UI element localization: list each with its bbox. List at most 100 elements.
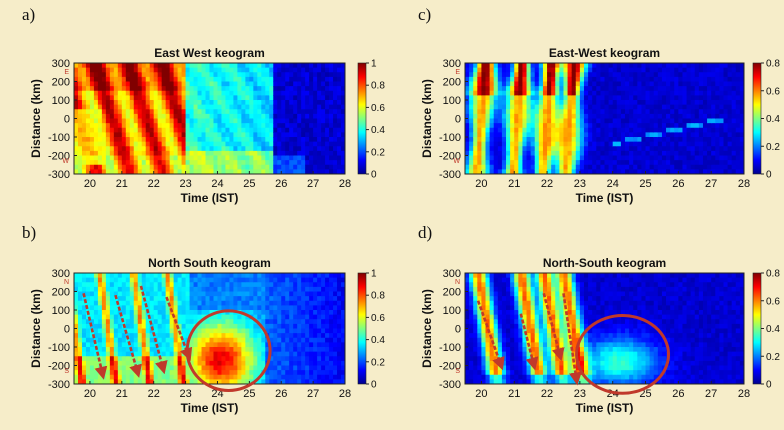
- heatmap-cell: [731, 141, 737, 147]
- heatmap-cell: [149, 356, 155, 362]
- heatmap-cell: [309, 351, 314, 357]
- heatmap-cell: [105, 164, 111, 170]
- heatmap-cell: [85, 360, 91, 367]
- heatmap-cell: [149, 314, 155, 320]
- heatmap-cell: [185, 374, 191, 380]
- heatmap-cell: [261, 141, 266, 147]
- heatmap-cell: [125, 104, 131, 110]
- heatmap-cell: [329, 342, 334, 348]
- heatmap-cell: [133, 169, 139, 174]
- heatmap-cell: [217, 155, 223, 161]
- heatmap-cell: [97, 323, 103, 330]
- heatmap-cell: [225, 342, 231, 348]
- heatmap-cell: [89, 123, 95, 129]
- heatmap-cell: [221, 337, 227, 343]
- heatmap-cell: [281, 351, 286, 357]
- heatmap-cell: [277, 319, 282, 325]
- heatmap-cell: [313, 150, 318, 157]
- heatmap-cell: [125, 100, 131, 106]
- heatmap-cell: [694, 113, 700, 120]
- heatmap-cell: [217, 337, 223, 343]
- heatmap-cell: [233, 146, 238, 152]
- heatmap-cell: [74, 123, 79, 129]
- heatmap-cell: [596, 81, 601, 87]
- heatmap-cell: [89, 342, 95, 348]
- heatmap-cell: [698, 113, 704, 120]
- heatmap-cell: [117, 86, 123, 92]
- heatmap-cell: [547, 76, 552, 83]
- heatmap-cell: [309, 328, 314, 334]
- heatmap-cell: [197, 118, 203, 124]
- annotation-circle: [185, 309, 272, 392]
- heatmap-cell: [209, 291, 215, 297]
- heatmap-cell: [85, 333, 91, 339]
- heatmap-cell: [249, 291, 254, 297]
- heatmap-cell: [85, 328, 91, 334]
- heatmap-cell: [337, 374, 342, 380]
- heatmap-cell: [109, 286, 115, 293]
- heatmap-cell: [321, 160, 326, 166]
- heatmap-cell: [85, 137, 91, 143]
- heatmap-cell: [197, 342, 203, 348]
- heatmap-cell: [277, 333, 282, 339]
- heatmap-cell: [723, 63, 729, 69]
- heatmap-cell: [686, 118, 692, 124]
- heatmap-cell: [261, 300, 266, 306]
- heatmap-cell: [469, 63, 474, 69]
- heatmap-cell: [269, 127, 274, 133]
- heatmap-cell: [209, 113, 215, 120]
- heatmap-cell: [257, 104, 262, 110]
- heatmap-cell: [173, 127, 179, 133]
- heatmap-cell: [637, 141, 643, 147]
- heatmap-cell: [510, 81, 515, 87]
- heatmap-cell: [197, 370, 203, 376]
- heatmap-cell: [97, 314, 103, 320]
- heatmap-cell: [201, 67, 207, 73]
- heatmap-cell: [600, 123, 606, 129]
- heatmap-cell: [670, 164, 675, 170]
- heatmap-cell: [93, 67, 99, 73]
- heatmap-cell: [711, 63, 716, 69]
- heatmap-cell: [165, 141, 171, 147]
- heatmap-cell: [301, 141, 306, 147]
- heatmap-cell: [289, 300, 294, 306]
- heatmap-cell: [518, 86, 524, 92]
- heatmap-cell: [129, 282, 135, 288]
- heatmap-cell: [237, 337, 242, 343]
- heatmap-cell: [698, 100, 704, 106]
- heatmap-cell: [265, 95, 270, 101]
- heatmap-cell: [735, 137, 741, 143]
- heatmap-cell: [189, 305, 195, 311]
- heatmap-cell: [333, 86, 338, 92]
- heatmap-cell: [329, 67, 334, 73]
- heatmap-cell: [678, 63, 684, 69]
- heatmap-cell: [551, 150, 556, 157]
- heatmap-cell: [293, 95, 298, 101]
- heatmap-cell: [253, 273, 258, 279]
- heatmap-cell: [237, 127, 242, 133]
- heatmap-cell: [129, 100, 135, 106]
- heatmap-cell: [209, 323, 215, 330]
- heatmap-cell: [473, 76, 478, 83]
- heatmap-cell: [477, 81, 483, 87]
- heatmap-cell: [145, 63, 151, 69]
- heatmap-cell: [333, 277, 338, 283]
- heatmap-cell: [612, 86, 618, 92]
- heatmap-cell: [465, 127, 470, 133]
- heatmap-cell: [81, 273, 87, 279]
- heatmap-cell: [161, 113, 167, 120]
- heatmap-cell: [249, 333, 254, 339]
- heatmap-cell: [341, 127, 345, 133]
- heatmap-cell: [341, 370, 345, 376]
- heatmap-cell: [181, 360, 187, 367]
- heatmap-cell: [551, 169, 556, 174]
- heatmap-cell: [702, 155, 708, 161]
- heatmap-cell: [89, 365, 95, 371]
- heatmap-cell: [694, 155, 700, 161]
- heatmap-cell: [273, 155, 278, 161]
- heatmap-cell: [125, 328, 131, 334]
- heatmap-cell: [217, 296, 223, 302]
- heatmap-cell: [510, 95, 515, 101]
- heatmap-cell: [97, 342, 103, 348]
- heatmap-cell: [101, 123, 107, 129]
